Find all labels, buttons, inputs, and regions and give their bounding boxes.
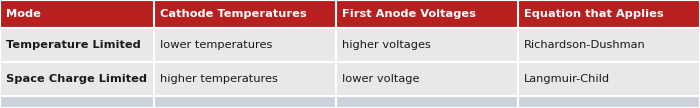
Text: Langmuir-Child: Langmuir-Child [524, 74, 610, 84]
Bar [154, 0, 336, 28]
Text: First Anode Voltages: First Anode Voltages [342, 9, 476, 19]
Bar [154, 28, 336, 62]
Text: Equation that Applies: Equation that Applies [524, 9, 664, 19]
Bar [0, 96, 154, 108]
Bar [154, 96, 336, 108]
Text: lower temperatures: lower temperatures [160, 40, 272, 50]
Bar [0, 28, 154, 62]
Bar [0, 62, 154, 96]
Bar [518, 96, 700, 108]
Text: Cathode Temperatures: Cathode Temperatures [160, 9, 307, 19]
Bar [518, 28, 700, 62]
Bar [336, 28, 518, 62]
Text: Richardson-Dushman: Richardson-Dushman [524, 40, 645, 50]
Bar [518, 0, 700, 28]
Text: higher voltages: higher voltages [342, 40, 431, 50]
Bar [336, 0, 518, 28]
Bar [154, 62, 336, 96]
Text: Temperature Limited: Temperature Limited [6, 40, 141, 50]
Bar [336, 62, 518, 96]
Text: lower voltage: lower voltage [342, 74, 419, 84]
Text: Mode: Mode [6, 9, 41, 19]
Text: higher temperatures: higher temperatures [160, 74, 278, 84]
Bar [336, 96, 518, 108]
Text: Space Charge Limited: Space Charge Limited [6, 74, 147, 84]
Bar [518, 62, 700, 96]
Bar [0, 0, 154, 28]
